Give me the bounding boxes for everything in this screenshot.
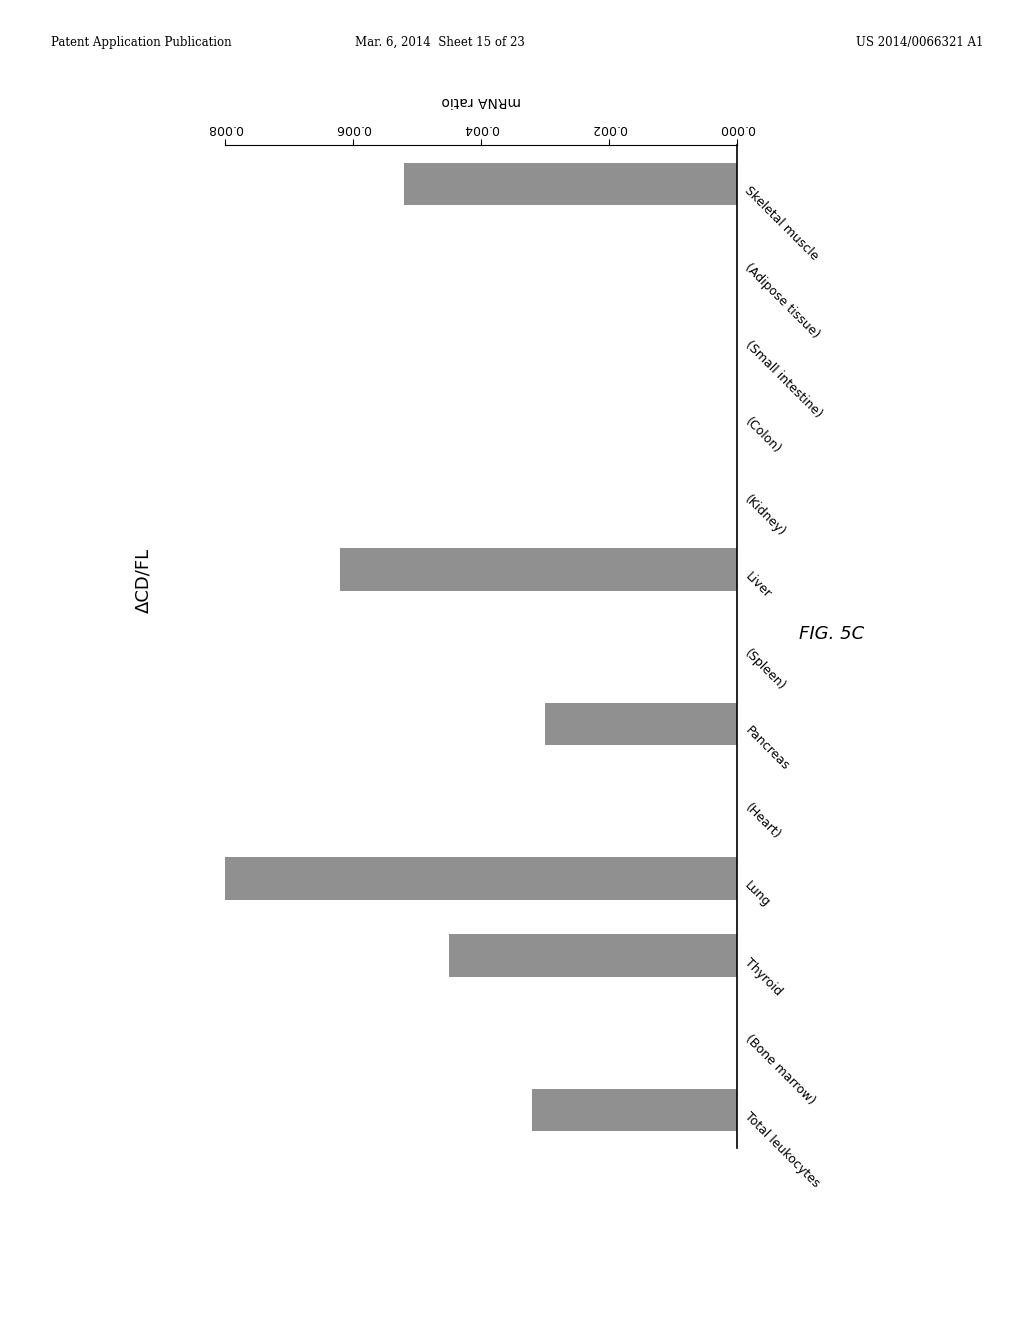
Bar: [225, 857, 737, 899]
Text: Patent Application Publication: Patent Application Publication: [51, 36, 231, 49]
Text: US 2014/0066321 A1: US 2014/0066321 A1: [856, 36, 983, 49]
Bar: [450, 935, 737, 977]
Bar: [545, 702, 737, 746]
Bar: [532, 1089, 737, 1131]
X-axis label: mRNA ratio: mRNA ratio: [441, 94, 521, 108]
Bar: [404, 162, 737, 205]
Bar: [340, 548, 737, 591]
Text: ΔCD/FL: ΔCD/FL: [134, 548, 153, 614]
Text: FIG. 5C: FIG. 5C: [799, 624, 864, 643]
Text: Mar. 6, 2014  Sheet 15 of 23: Mar. 6, 2014 Sheet 15 of 23: [355, 36, 525, 49]
